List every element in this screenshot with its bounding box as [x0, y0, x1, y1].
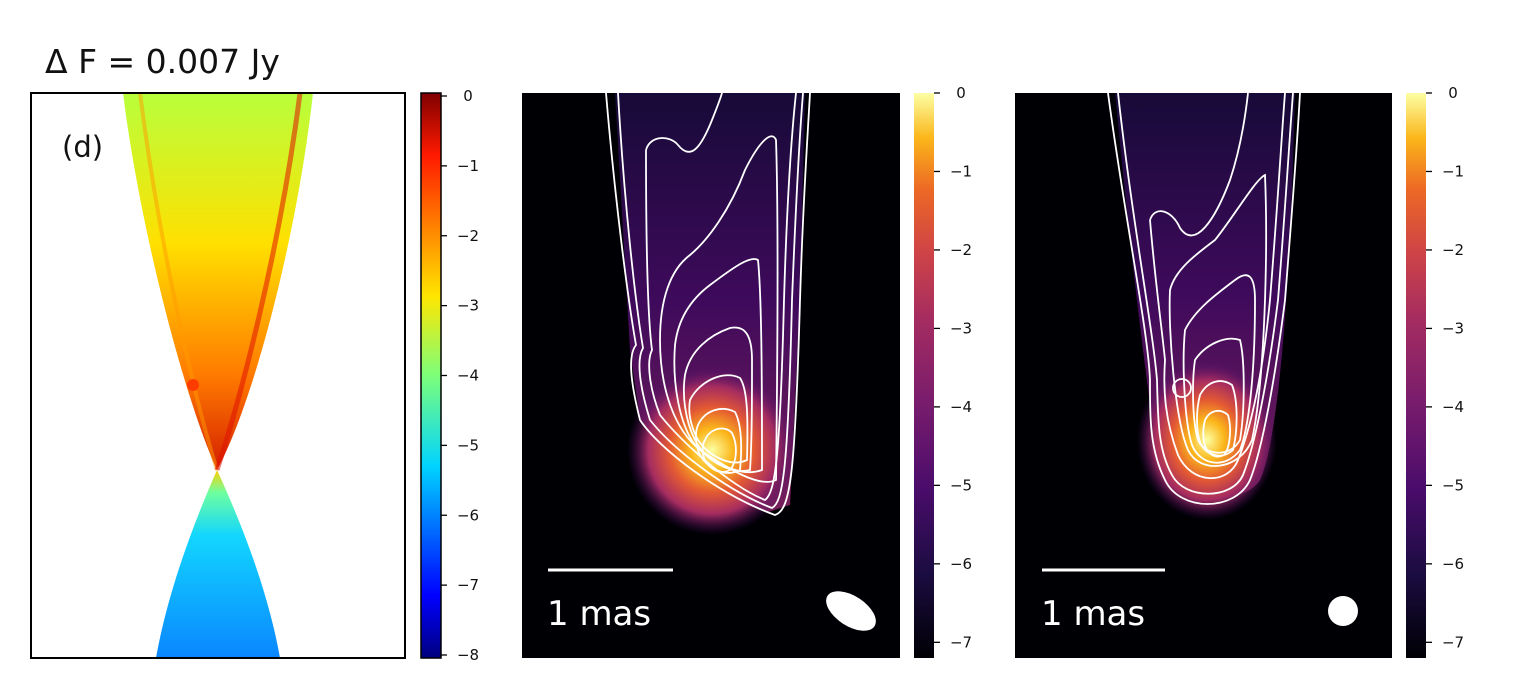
right-beam-circle: [1328, 596, 1358, 626]
left-colorbar-tick-label: −5: [457, 436, 479, 454]
middle-colorbar: 0 −1 −2 −3 −4 −5 −6 −7: [914, 84, 972, 658]
middle-colorbar-tick-label: −4: [950, 398, 972, 416]
middle-colorbar-scale: [914, 93, 934, 658]
right-colorbar-tick-label: −6: [1442, 555, 1464, 573]
middle-core-glow: [627, 365, 797, 535]
middle-colorbar-tick-label: −2: [950, 241, 972, 259]
middle-colorbar-tick-label: 0: [956, 84, 966, 102]
left-panel: (d): [30, 92, 406, 659]
right-colorbar: 0 −1 −2 −3 −4 −5 −6 −7: [1406, 84, 1464, 658]
right-colorbar-tick-label: −5: [1442, 476, 1464, 494]
middle-colorbar-tick-label: −5: [950, 476, 972, 494]
left-colorbar-tick-label: −2: [457, 227, 479, 245]
left-colorbar-tick-label: −6: [457, 506, 479, 524]
upper-jet-edge-left: [138, 93, 219, 471]
middle-panel: 1 mas: [522, 93, 900, 658]
middle-colorbar-tick-label: −1: [950, 162, 972, 180]
left-colorbar-tick-label: −3: [457, 297, 479, 315]
left-panel-frame: [30, 92, 406, 659]
lower-jet-cone: [156, 470, 280, 658]
right-colorbar-tick-label: 0: [1448, 84, 1458, 102]
middle-scale-label: 1 mas: [547, 594, 651, 634]
right-colorbar-tick-label: −7: [1442, 633, 1464, 651]
left-colorbar-tick-label: 0: [463, 87, 473, 105]
right-contours: [1107, 93, 1301, 505]
right-colorbar-tick-label: −3: [1442, 319, 1464, 337]
middle-colorbar-tick-label: −6: [950, 555, 972, 573]
upper-jet-cone: [123, 93, 313, 470]
left-colorbar-scale: [420, 92, 442, 659]
left-colorbar-tick-label: −7: [457, 576, 479, 594]
panel-label: (d): [62, 130, 103, 164]
right-colorbar-scale: [1406, 93, 1426, 658]
right-scale-label: 1 mas: [1041, 594, 1145, 634]
left-colorbar-tick-label: −4: [457, 367, 479, 385]
middle-contours: [605, 93, 811, 516]
upper-jet-edge-right: [214, 93, 303, 471]
middle-beam-ellipse: [826, 591, 876, 631]
left-colorbar-tick-label: −1: [457, 157, 479, 175]
left-colorbar-tick-label: −8: [457, 646, 479, 664]
right-colorbar-tick-label: −1: [1442, 162, 1464, 180]
left-colorbar: 0 −1 −2 −3 −4 −5 −6 −7 −8: [420, 87, 479, 664]
right-colorbar-tick-label: −4: [1442, 398, 1464, 416]
middle-colorbar-tick-label: −3: [950, 319, 972, 337]
right-core-glow: [1137, 360, 1277, 520]
right-panel: 1 mas: [1015, 93, 1392, 658]
right-colorbar-tick-label: −2: [1442, 241, 1464, 259]
emission-blob: [187, 379, 199, 391]
middle-colorbar-tick-label: −7: [950, 633, 972, 651]
figure-title: Δ F = 0.007 Jy: [45, 42, 280, 81]
